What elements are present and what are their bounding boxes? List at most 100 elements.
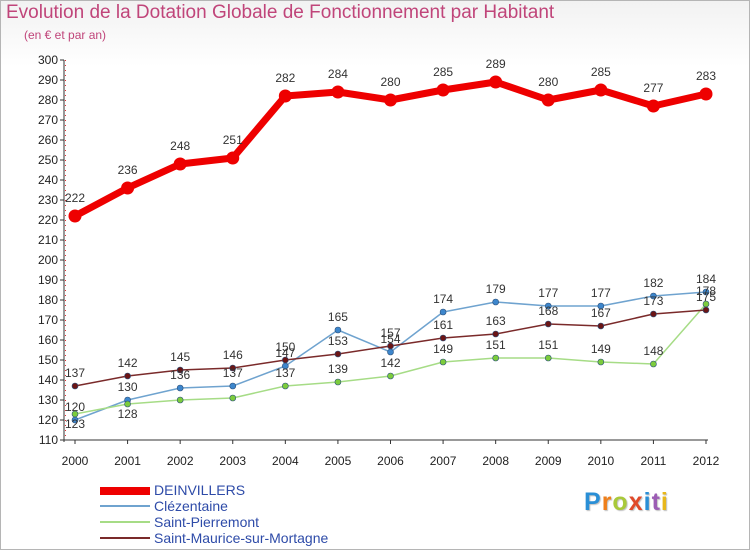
data-point [387,348,394,356]
data-point [334,378,342,386]
data-label: 149 [591,342,611,356]
data-label: 236 [118,163,138,177]
data-point [124,400,131,408]
data-label: 277 [643,81,663,95]
data-label: 222 [65,191,85,205]
data-point [278,89,292,103]
data-point [229,382,237,390]
x-tick-label: 2005 [325,454,352,468]
data-label: 178 [696,284,716,298]
axes: 110 120 130 140 150 160 170 180 190 200 210 220 230 2… [38,53,720,468]
data-point [282,382,289,390]
data-point [492,330,499,338]
data-point [282,356,289,364]
data-label: 148 [643,344,663,358]
data-label: 120 [65,400,85,414]
data-point [334,326,342,334]
x-tick-label: 2011 [641,454,667,468]
data-label: 150 [275,340,295,354]
x-tick-label: 2003 [219,454,246,468]
data-point [650,292,657,300]
data-label: 174 [433,292,453,306]
y-tick-label: 250 [38,153,58,167]
x-tick-label: 2002 [167,454,194,468]
data-label: 167 [591,306,611,320]
logo-letter: x [628,488,644,516]
x-tick-label: 2010 [587,454,614,468]
data-label: 165 [328,310,348,324]
data-point [387,372,394,380]
legend-saint-maurice-sur-mortagne: Saint-Maurice-sur-Mortagne [154,530,328,546]
logo-letter: o [612,488,629,516]
data-point [439,358,447,366]
data-label: 153 [328,334,348,348]
y-tick-label: 270 [38,113,58,127]
data-point [176,384,184,392]
data-point [597,322,605,330]
data-point [597,358,605,366]
x-tick-label: 2006 [377,454,404,468]
data-point [489,75,503,89]
logo-letter: i [643,488,652,516]
data-label: 280 [538,75,558,89]
data-point [597,302,605,310]
data-label: 137 [65,366,85,380]
y-tick-label: 190 [38,273,58,287]
data-point [334,350,342,358]
data-point [436,83,450,97]
data-point [121,181,135,195]
logo-letter: P [584,488,602,516]
x-tick-label: 2009 [535,454,562,468]
x-tick-label: 2008 [482,454,509,468]
legend-saint-pierremont: Saint-Pierremont [154,514,259,530]
data-point [229,364,237,372]
data-point [541,93,555,107]
data-point [68,209,82,223]
data-label: 137 [275,366,295,380]
data-label: 182 [643,276,663,290]
y-tick-label: 120 [38,413,58,427]
series-deinvillers [68,75,713,223]
data-point [699,87,713,101]
y-tick-label: 130 [38,393,58,407]
series-saint-pierremont [71,300,710,418]
y-tick-label: 180 [38,293,58,307]
logo-letter: i [660,488,669,516]
data-point [702,288,710,296]
data-point [71,410,79,418]
data-label: 123 [65,417,85,431]
legend: DEINVILLERSClézentaineSaint-PierremontSa… [100,482,328,546]
data-label: 285 [591,65,611,79]
series-saint-maurice-sur-mortagne [71,306,710,390]
data-label: 280 [380,75,400,89]
data-point [439,308,447,316]
chart-title: Evolution de la Dotation Globale de Fonc… [6,2,555,23]
data-point [229,394,237,402]
data-label: 179 [486,282,506,296]
x-tick-label: 2012 [693,454,720,468]
data-label: 139 [328,362,348,376]
y-tick-label: 230 [38,193,58,207]
data-label: 130 [118,380,138,394]
y-tick-label: 150 [38,353,58,367]
y-tick-label: 290 [38,73,58,87]
series-clezentaine [71,288,710,424]
data-label: 248 [170,139,190,153]
data-label: 177 [591,286,611,300]
x-tick-label: 2004 [272,454,299,468]
chart-subtitle: (en € et par an) [24,28,107,42]
data-label: 137 [223,366,243,380]
data-point [331,85,345,99]
data-point [646,99,660,113]
data-label: 146 [223,348,243,362]
y-tick-label: 160 [38,333,58,347]
data-point [594,83,608,97]
data-point [226,151,240,165]
data-label: 154 [380,332,400,346]
data-point [544,354,552,362]
y-tick-label: 140 [38,373,58,387]
data-label: 284 [328,67,348,81]
series-lines [68,75,713,424]
